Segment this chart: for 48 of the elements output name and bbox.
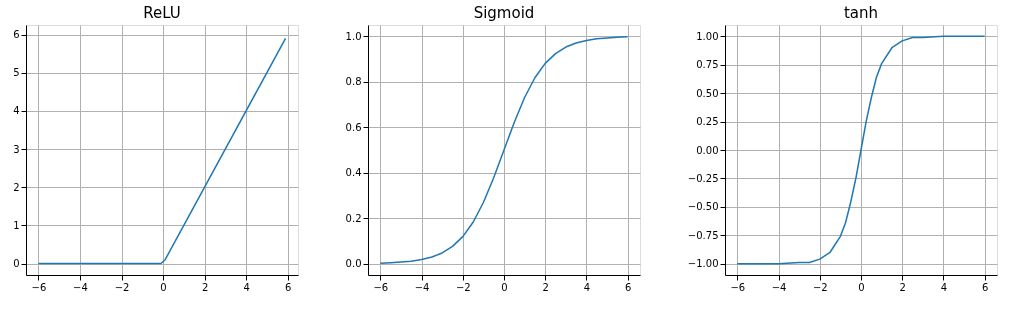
y-tick-label: 0.75: [696, 59, 719, 71]
y-tick-label: 3: [13, 143, 20, 155]
line-series: [736, 35, 986, 265]
y-tick-label: 0.0: [345, 258, 362, 270]
x-tick-label: −4: [771, 281, 787, 293]
x-tick-label: 2: [201, 281, 209, 293]
x-tick-label: 6: [981, 281, 989, 293]
y-tick-label: 0.2: [345, 212, 362, 224]
y-tick-label: 6: [13, 29, 20, 41]
x-tick-label: −6: [31, 281, 47, 293]
x-tick-label: −2: [455, 281, 471, 293]
chart-title: tanh: [843, 4, 879, 22]
x-tick-label: 6: [284, 281, 292, 293]
y-tick-label: −0.50: [687, 201, 719, 213]
x-tick-label: 2: [542, 281, 549, 293]
y-tick-label: 0.6: [345, 121, 362, 133]
x-tick-label: −2: [812, 281, 828, 293]
y-tick-label: 0.4: [345, 167, 362, 179]
x-tick-label: −4: [73, 281, 88, 293]
y-tick-label: −1.00: [687, 258, 719, 270]
chart-title: Sigmoid: [473, 4, 535, 22]
y-tick-label: 0.25: [696, 116, 719, 128]
x-tick-label: −6: [730, 281, 746, 293]
y-tick-label: 1.00: [696, 30, 719, 42]
y-tick-label: 0: [13, 258, 20, 270]
x-tick-label: 2: [899, 281, 906, 293]
x-tick-label: 4: [243, 281, 250, 293]
chart-title: ReLU: [143, 4, 181, 22]
y-tick-label: 1: [13, 219, 20, 231]
x-tick-label: 0: [858, 281, 865, 293]
x-tick-label: 0: [160, 281, 167, 293]
x-tick-label: 4: [940, 281, 948, 293]
x-tick-label: 4: [583, 281, 591, 293]
y-tick-label: 5: [13, 67, 20, 79]
y-tick-label: 0.00: [696, 144, 719, 156]
x-tick-label: −4: [414, 281, 430, 293]
y-tick-label: 1.0: [345, 30, 362, 42]
x-tick-label: −6: [373, 281, 389, 293]
y-tick-label: 0.50: [696, 87, 719, 99]
x-tick-label: 0: [501, 281, 508, 293]
y-tick-label: −0.25: [687, 172, 719, 184]
x-tick-label: 6: [624, 281, 632, 293]
y-tick-label: 2: [13, 181, 20, 193]
x-tick-label: −2: [114, 281, 130, 293]
y-tick-label: 0.8: [345, 76, 362, 88]
y-tick-label: −0.75: [687, 229, 719, 241]
y-tick-label: 4: [13, 105, 20, 117]
line-series: [379, 36, 629, 264]
